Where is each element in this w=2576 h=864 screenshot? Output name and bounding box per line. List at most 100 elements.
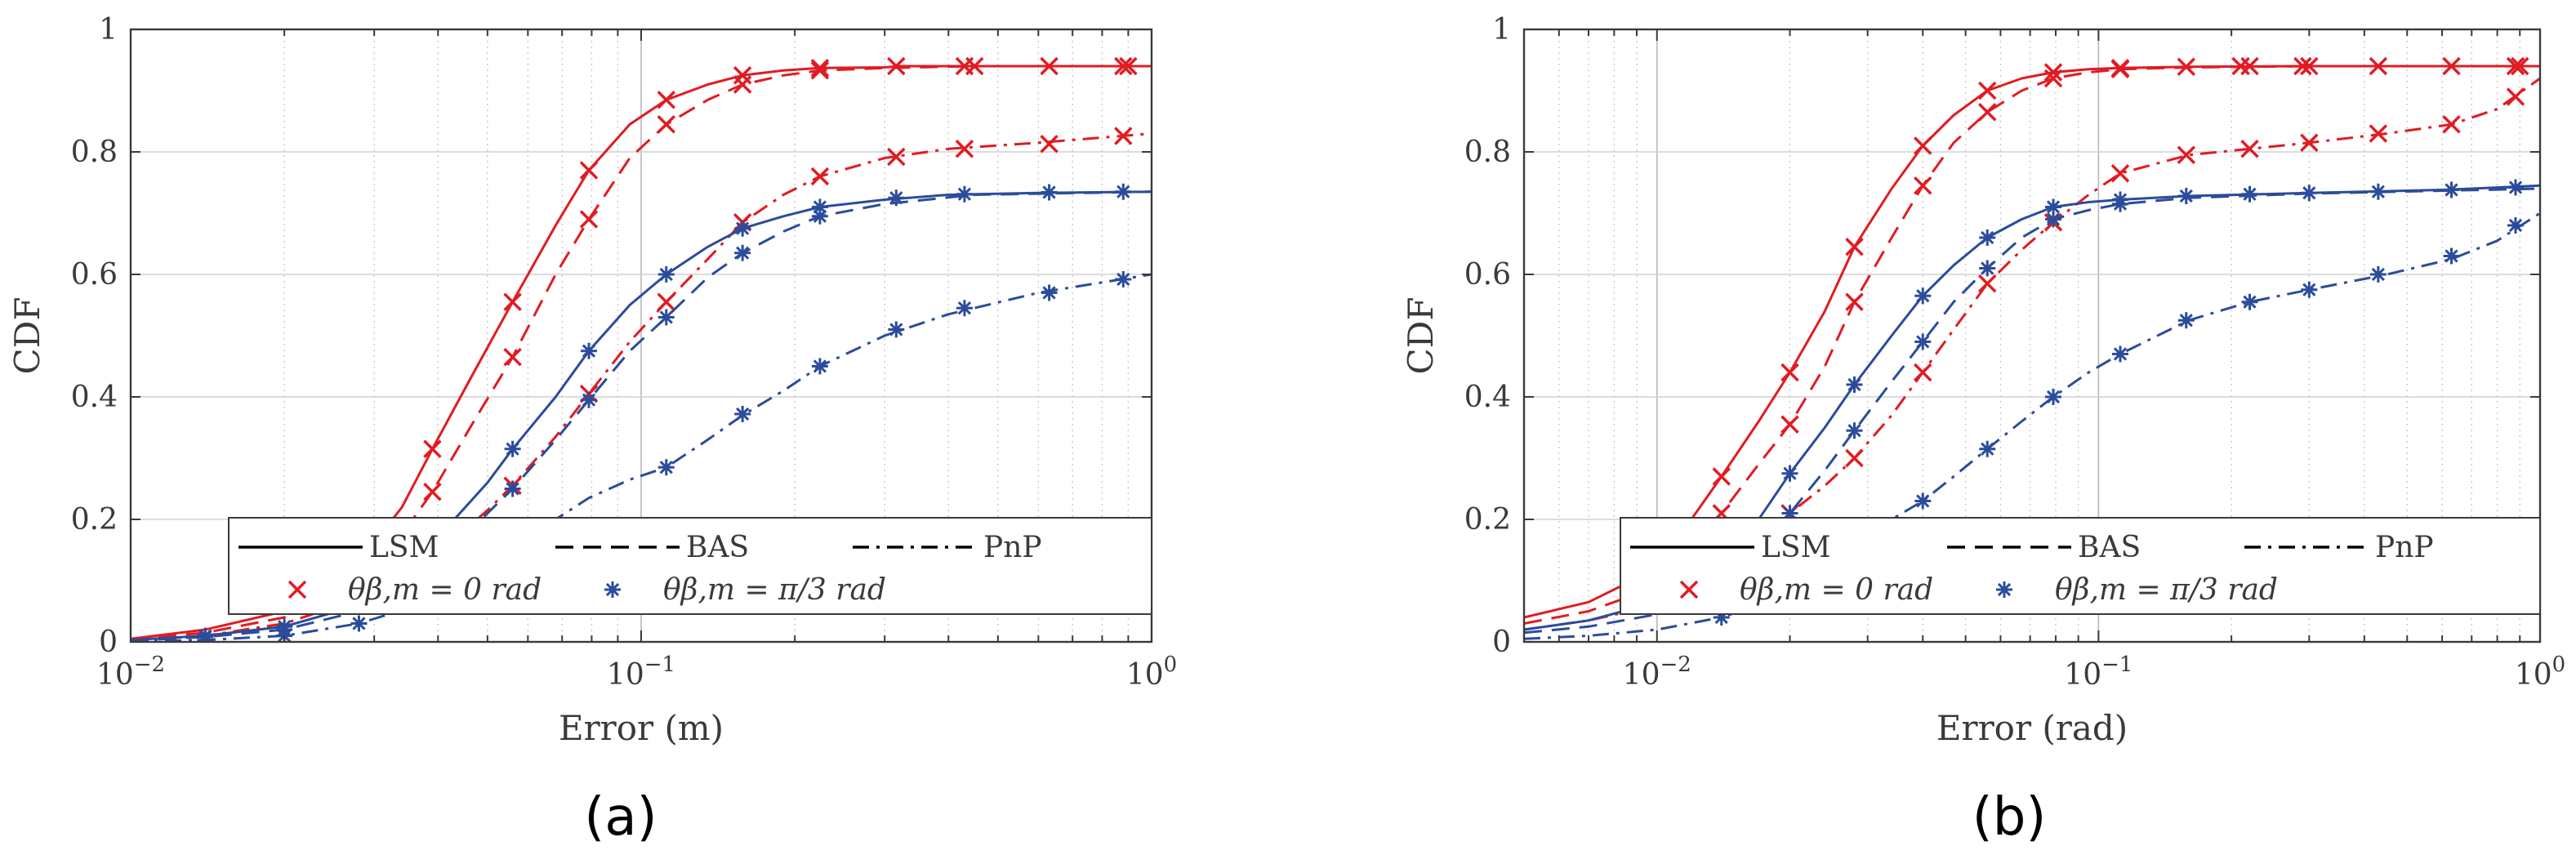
legend-entry: BAS bbox=[1947, 531, 2141, 564]
data-point bbox=[2443, 247, 2460, 265]
data-point bbox=[2369, 266, 2387, 283]
legend-entry: LSM bbox=[238, 531, 439, 564]
data-point bbox=[2111, 345, 2128, 363]
data-point bbox=[579, 210, 599, 229]
data-point bbox=[1914, 492, 1932, 510]
data-point bbox=[657, 266, 675, 283]
data-point bbox=[2043, 63, 2063, 82]
y-tick-label: 0 bbox=[99, 626, 118, 659]
data-point bbox=[1780, 363, 1799, 382]
legend-label: θβ,m = π/3 rad bbox=[2055, 573, 2278, 607]
data-point bbox=[657, 459, 675, 476]
legend-entry: θβ,m = π/3 rad bbox=[1996, 573, 2278, 607]
x-tick-label: 10−1 bbox=[2064, 652, 2133, 692]
data-point bbox=[955, 140, 974, 158]
legend: LSM BAS PnP θβ,m = 0 rad θβ,m = π/3 rad bbox=[1620, 517, 2541, 615]
x-tick-label: 10−2 bbox=[1623, 652, 1691, 692]
x-axis-label: Error (m) bbox=[559, 708, 724, 748]
legend-box bbox=[228, 517, 1152, 615]
data-point bbox=[1978, 274, 1997, 293]
y-tick-label: 0.4 bbox=[71, 381, 118, 414]
legend-label: LSM bbox=[369, 531, 439, 564]
data-point bbox=[733, 75, 752, 94]
data-point bbox=[1914, 176, 1932, 195]
legend-label: PnP bbox=[983, 531, 1042, 564]
data-point bbox=[2043, 69, 2063, 88]
data-point bbox=[2111, 195, 2128, 212]
data-point bbox=[1979, 229, 1996, 246]
data-point bbox=[2110, 60, 2130, 78]
data-point bbox=[2506, 87, 2525, 106]
data-point bbox=[503, 292, 522, 311]
y-axis-label: CDF bbox=[1401, 297, 1441, 375]
data-point bbox=[887, 147, 906, 167]
data-point bbox=[657, 91, 675, 109]
data-point bbox=[1040, 135, 1058, 154]
panel-b: 0 0.2 0.4 0.6 0.8 1 10−2 10−1 100 Error (rad) CDF L… bbox=[1401, 13, 2565, 848]
data-point bbox=[1845, 292, 1864, 311]
x-tick-label: 100 bbox=[2515, 652, 2565, 692]
data-point bbox=[2045, 211, 2062, 228]
data-point bbox=[1115, 271, 1132, 287]
data-point bbox=[1781, 465, 1798, 482]
series-line bbox=[131, 273, 1152, 642]
data-point bbox=[1846, 376, 1863, 393]
data-point bbox=[2240, 140, 2259, 158]
series-2 bbox=[131, 61, 1152, 641]
data-point bbox=[811, 358, 828, 375]
legend-entry: θβ,m = 0 rad bbox=[1679, 573, 1933, 607]
data-point bbox=[657, 309, 675, 326]
data-point bbox=[2241, 185, 2258, 203]
data-point bbox=[956, 185, 973, 203]
data-point bbox=[504, 440, 521, 457]
x-axis-label: Error (rad) bbox=[1936, 708, 2128, 748]
legend-marker bbox=[604, 581, 621, 598]
data-point bbox=[965, 56, 984, 76]
panel-caption: (a) bbox=[584, 787, 657, 848]
legend-label: PnP bbox=[2375, 531, 2434, 564]
y-tick-label: 1 bbox=[1492, 13, 1511, 47]
data-point bbox=[2442, 56, 2461, 76]
data-point bbox=[734, 406, 751, 422]
panel-a: 0 0.2 0.4 0.6 0.8 1 10−2 10−1 100 Error (m) CDF LSM… bbox=[7, 13, 1177, 848]
legend-marker bbox=[287, 580, 307, 599]
data-point bbox=[810, 59, 830, 78]
y-tick-label: 0.6 bbox=[71, 258, 118, 292]
legend-entry: BAS bbox=[555, 531, 749, 564]
data-point bbox=[504, 480, 521, 497]
data-point bbox=[657, 115, 675, 134]
data-point bbox=[2177, 312, 2195, 329]
data-point bbox=[810, 167, 830, 186]
legend-label: θβ,m = 0 rad bbox=[1740, 573, 1933, 607]
data-point bbox=[423, 483, 442, 501]
data-point bbox=[2045, 389, 2062, 405]
data-point bbox=[1914, 136, 1932, 155]
data-point bbox=[2442, 115, 2461, 134]
y-tick-label: 0.2 bbox=[71, 503, 118, 537]
y-tick-label: 0 bbox=[1492, 626, 1511, 659]
data-point bbox=[2240, 56, 2259, 76]
y-tick-label: 0.6 bbox=[1464, 258, 1511, 292]
data-point bbox=[1979, 260, 1996, 277]
legend-box bbox=[1620, 517, 2541, 615]
data-point bbox=[1845, 238, 1864, 256]
data-point bbox=[1780, 415, 1799, 434]
legend-marker bbox=[1996, 581, 2012, 598]
legend-label: LSM bbox=[1761, 531, 1830, 564]
data-point bbox=[503, 348, 522, 367]
data-point bbox=[2177, 145, 2195, 164]
data-point bbox=[2507, 217, 2524, 234]
x-tick-label: 10−1 bbox=[607, 652, 675, 692]
legend: LSM BAS PnP θβ,m = 0 rad θβ,m = π/3 rad bbox=[228, 517, 1152, 615]
data-point bbox=[1040, 56, 1058, 76]
data-point bbox=[1978, 81, 1997, 100]
x-tick-label: 100 bbox=[1126, 652, 1177, 692]
legend-entry: PnP bbox=[853, 531, 1042, 564]
data-point bbox=[581, 391, 598, 408]
y-tick-label: 0.2 bbox=[1464, 503, 1511, 537]
ticks: 0 0.2 0.4 0.6 0.8 1 10−2 10−1 100 bbox=[1464, 13, 2565, 692]
data-point bbox=[2369, 124, 2388, 143]
y-tick-label: 0.8 bbox=[1464, 136, 1511, 169]
legend-entry: θβ,m = π/3 rad bbox=[604, 573, 886, 607]
